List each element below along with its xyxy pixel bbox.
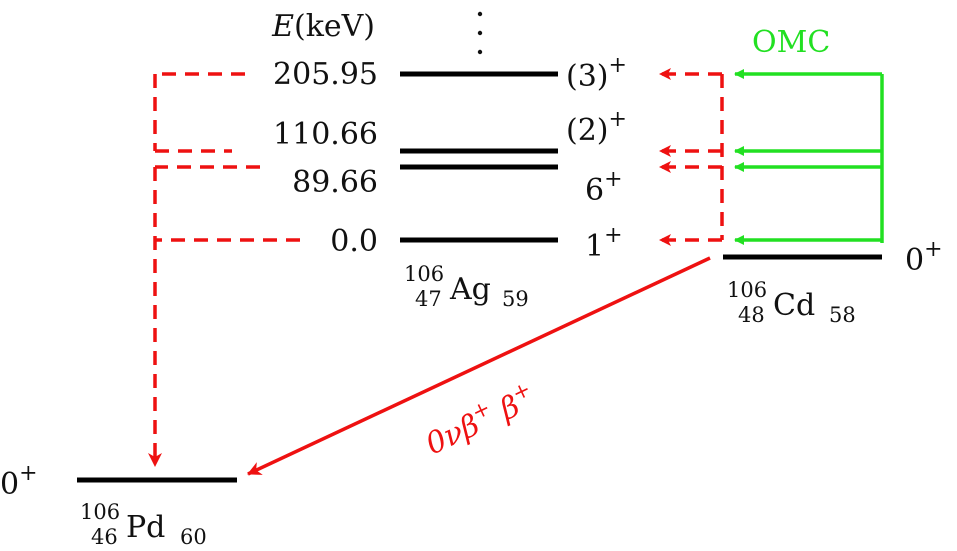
pd-nucleus-label: 106 46 Pd 60: [80, 500, 207, 549]
pd-spin-label: 0+: [0, 461, 38, 502]
svg-text:58: 58: [829, 303, 856, 327]
energy-label-110: 110.66: [273, 117, 378, 152]
energy-label-0: 0.0: [330, 224, 378, 259]
omc-label: OMC: [752, 25, 830, 60]
omc-arrows: [734, 69, 884, 245]
energy-label-205: 205.95: [273, 57, 378, 92]
double-beta-decay-arrow: [247, 256, 711, 476]
svg-text:47: 47: [415, 287, 442, 311]
spin-label-205: (3)+: [566, 53, 627, 94]
double-beta-label: 0νβ+ β+: [418, 377, 541, 463]
svg-text:48: 48: [738, 303, 765, 327]
svg-text:Cd: Cd: [773, 288, 815, 323]
cd-nucleus-label: 106 48 Cd 58: [727, 278, 856, 327]
svg-text:60: 60: [180, 525, 207, 549]
svg-text:Ag: Ag: [449, 272, 491, 307]
energy-axis-label: E(keV): [271, 9, 375, 44]
spin-label-89: 6+: [585, 167, 623, 208]
spin-label-0: 1+: [585, 223, 623, 264]
svg-text:46: 46: [91, 525, 118, 549]
svg-text:106: 106: [80, 500, 120, 524]
ellipsis-dots: [477, 11, 483, 55]
svg-text:106: 106: [727, 278, 767, 302]
decay-paths-left: [148, 72, 300, 467]
cd-spin-label: 0+: [905, 237, 943, 278]
energy-label-89: 89.66: [292, 165, 378, 200]
ag-levels: [400, 71, 558, 243]
spin-label-110: (2)+: [566, 107, 627, 148]
decay-bracket-right: [659, 68, 724, 246]
ag-nucleus-label: 106 47 Ag 59: [404, 262, 529, 311]
svg-text:59: 59: [502, 287, 529, 311]
svg-text:Pd: Pd: [126, 510, 165, 545]
svg-text:106: 106: [404, 262, 444, 286]
